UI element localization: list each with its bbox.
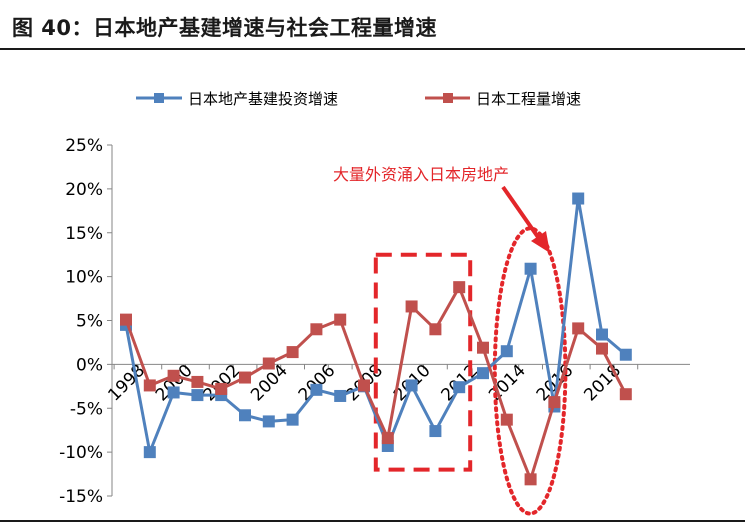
legend-item-series-1: 日本地产基建投资增速 <box>136 90 338 108</box>
series-1-point <box>453 381 466 394</box>
legend: 日本地产基建投资增速 日本工程量增速 <box>136 90 581 108</box>
series-2-point <box>334 313 347 326</box>
series-1-point <box>239 409 251 422</box>
series-2-point <box>358 379 370 392</box>
series-lines <box>120 192 632 486</box>
y-tick-label: 10% <box>65 268 103 288</box>
series-1-point <box>167 386 180 399</box>
legend-label-series-2: 日本工程量增速 <box>476 90 581 108</box>
series-2-point <box>191 375 204 388</box>
highlight-dashed-rectangle <box>373 252 473 472</box>
y-tick-label: 20% <box>65 180 103 200</box>
series-2-point <box>286 346 299 359</box>
series-1-point <box>524 262 537 275</box>
series-1-line <box>124 197 627 454</box>
highlight-shapes <box>373 226 568 516</box>
series-1-point <box>334 389 347 402</box>
series-2-line <box>124 285 628 481</box>
figure-title: 图 40：日本地产基建增速与社会工程量增速 <box>12 16 438 40</box>
y-tick-label: 0% <box>76 355 103 375</box>
y-tick-label: -5% <box>70 399 103 419</box>
y-tick-label: 15% <box>65 224 103 244</box>
series-2-point <box>239 371 251 384</box>
series-1-point <box>405 379 418 392</box>
series-1-point <box>596 328 608 341</box>
series-2-point <box>310 323 323 336</box>
y-tick-label: -15% <box>59 487 103 507</box>
y-tick-label: 25% <box>65 136 103 156</box>
series-2-point <box>572 322 585 335</box>
series-2-point <box>548 396 561 409</box>
series-2-point <box>453 281 466 294</box>
y-tick-label: -10% <box>59 443 103 463</box>
series-2-point <box>381 432 394 445</box>
x-tick-label: 2014 <box>485 361 530 406</box>
series-2-point <box>143 379 156 392</box>
annotation: 大量外资涌入日本房地产 <box>333 165 550 253</box>
annotation-arrow-shaft <box>501 185 542 242</box>
series-2-point <box>596 342 608 355</box>
series-2-point <box>619 388 632 401</box>
bottom-rule <box>0 520 745 522</box>
line-chart: 日本地产基建投资增速 日本工程量增速 25% 20% 15% 10% 5% 0% -5% -1… <box>59 90 690 516</box>
legend-item-series-2: 日本工程量增速 <box>425 90 581 108</box>
legend-label-series-1: 日本地产基建投资增速 <box>188 90 338 108</box>
series-1-point <box>619 348 632 361</box>
series-2-point <box>500 413 513 426</box>
annotation-text: 大量外资涌入日本房地产 <box>333 165 509 184</box>
series-2-point <box>405 300 418 313</box>
series-2-point <box>167 369 180 382</box>
series-1-point <box>572 192 585 205</box>
series-1-point <box>429 425 442 438</box>
series-2-point <box>120 313 132 326</box>
series-2-point <box>215 382 228 395</box>
series-2-point <box>524 473 537 486</box>
legend-marker-series-1 <box>154 93 164 103</box>
legend-marker-series-2 <box>443 93 453 103</box>
y-tick-label: 5% <box>76 312 103 332</box>
series-2-point <box>262 357 275 370</box>
series-1-point <box>500 345 513 358</box>
series-1-point <box>262 415 275 428</box>
series-1-point <box>286 413 299 426</box>
annotation-arrow-head <box>531 231 550 253</box>
series-2-point <box>477 341 489 354</box>
series-1-point <box>477 367 489 380</box>
series-1-point <box>310 383 323 396</box>
series-1-point <box>191 389 204 402</box>
series-2-point <box>429 323 442 336</box>
figure-title-bar: 图 40：日本地产基建增速与社会工程量增速 <box>0 0 745 50</box>
x-tick-label: 2006 <box>295 361 340 406</box>
series-1-point <box>143 446 156 459</box>
